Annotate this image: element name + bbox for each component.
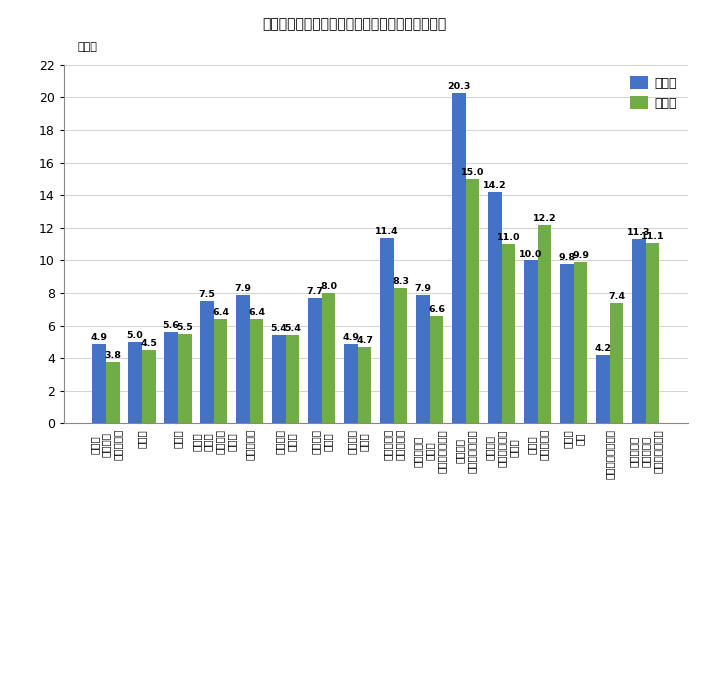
Text: 6.6: 6.6 xyxy=(428,305,445,314)
Bar xyxy=(430,316,443,423)
Bar xyxy=(502,245,515,423)
Text: 12.2: 12.2 xyxy=(532,214,557,223)
Text: 5.5: 5.5 xyxy=(177,323,193,332)
Bar xyxy=(286,335,299,423)
Text: 10.0: 10.0 xyxy=(519,249,542,258)
Bar xyxy=(380,238,393,423)
Text: 9.9: 9.9 xyxy=(572,251,589,260)
Text: 9.8: 9.8 xyxy=(558,253,576,262)
Bar xyxy=(128,342,142,423)
Bar xyxy=(106,361,120,423)
Bar xyxy=(524,260,537,423)
Bar xyxy=(596,355,610,423)
Bar xyxy=(178,334,191,423)
Text: 11.0: 11.0 xyxy=(497,233,520,242)
Text: 5.4: 5.4 xyxy=(271,324,287,333)
Text: 11.1: 11.1 xyxy=(641,232,664,240)
Bar xyxy=(214,319,228,423)
Text: 7.7: 7.7 xyxy=(306,287,323,296)
Text: 図３　産業別入職率・離職率（令和４年上半期）: 図３ 産業別入職率・離職率（令和４年上半期） xyxy=(262,17,447,31)
Bar xyxy=(358,347,372,423)
Bar xyxy=(236,294,250,423)
Text: 14.2: 14.2 xyxy=(483,181,507,190)
Bar xyxy=(200,301,214,423)
Text: 7.9: 7.9 xyxy=(235,283,252,293)
Bar xyxy=(610,303,623,423)
Bar xyxy=(632,239,646,423)
Text: 15.0: 15.0 xyxy=(461,168,484,177)
Bar xyxy=(416,294,430,423)
Text: 4.9: 4.9 xyxy=(342,333,359,342)
Bar xyxy=(164,332,178,423)
Text: 5.0: 5.0 xyxy=(127,331,143,340)
Bar xyxy=(452,93,466,423)
Text: 20.3: 20.3 xyxy=(447,82,471,91)
Bar xyxy=(646,242,659,423)
Text: 4.5: 4.5 xyxy=(140,339,157,348)
Text: 11.3: 11.3 xyxy=(627,228,651,237)
Text: 5.4: 5.4 xyxy=(284,324,301,333)
Text: 8.0: 8.0 xyxy=(320,282,337,291)
Bar xyxy=(466,179,479,423)
Text: 6.4: 6.4 xyxy=(212,308,229,317)
Text: 7.4: 7.4 xyxy=(608,292,625,301)
Text: 7.9: 7.9 xyxy=(415,283,431,293)
Bar xyxy=(272,335,286,423)
Text: 8.3: 8.3 xyxy=(392,277,409,286)
Text: 11.4: 11.4 xyxy=(375,227,398,236)
Bar xyxy=(537,225,552,423)
Text: 4.7: 4.7 xyxy=(356,336,373,345)
Text: （％）: （％） xyxy=(78,42,98,52)
Bar xyxy=(322,293,335,423)
Bar xyxy=(560,264,574,423)
Bar xyxy=(92,344,106,423)
Bar xyxy=(393,288,408,423)
Bar xyxy=(142,350,155,423)
Legend: 入職率, 離職率: 入職率, 離職率 xyxy=(625,71,681,115)
Text: 6.4: 6.4 xyxy=(248,308,265,317)
Text: 3.8: 3.8 xyxy=(104,350,121,359)
Bar xyxy=(344,344,358,423)
Bar xyxy=(488,192,502,423)
Bar xyxy=(308,298,322,423)
Bar xyxy=(574,262,587,423)
Text: 7.5: 7.5 xyxy=(199,290,216,299)
Bar xyxy=(250,319,264,423)
Text: 5.6: 5.6 xyxy=(162,321,179,331)
Text: 4.2: 4.2 xyxy=(594,344,611,353)
Text: 4.9: 4.9 xyxy=(91,333,108,342)
